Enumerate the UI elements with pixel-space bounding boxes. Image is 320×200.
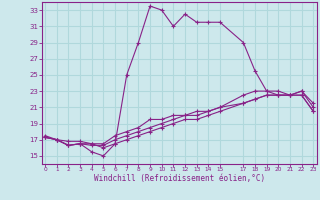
X-axis label: Windchill (Refroidissement éolien,°C): Windchill (Refroidissement éolien,°C) <box>94 174 265 183</box>
